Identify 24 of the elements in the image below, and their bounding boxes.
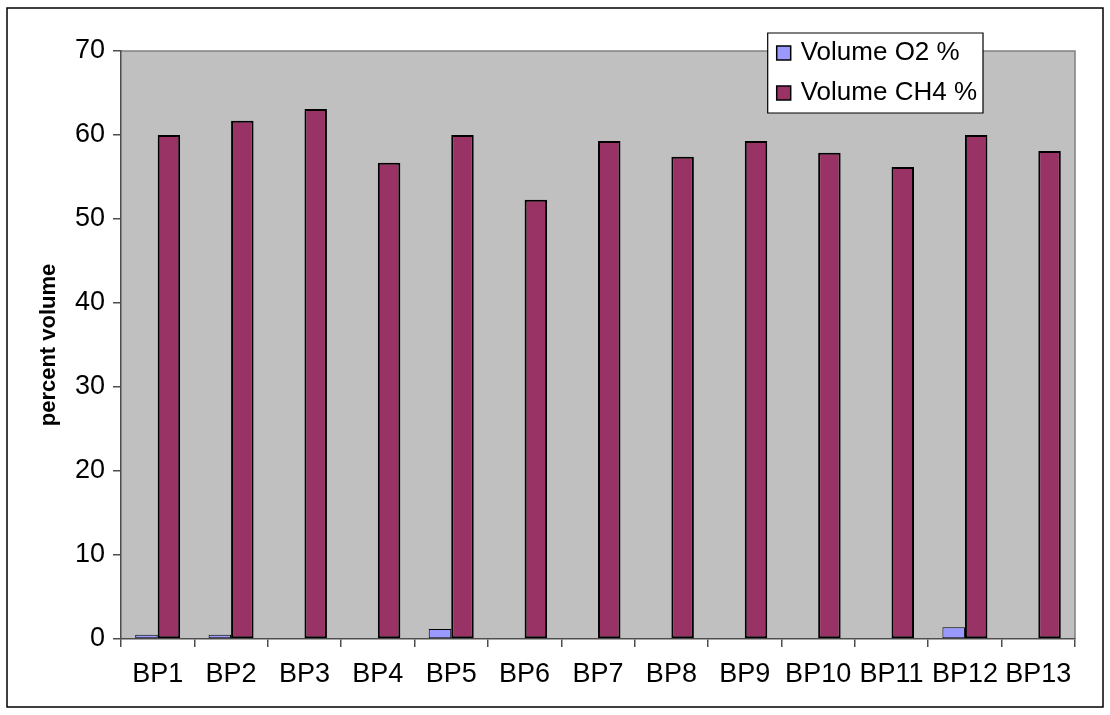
y-tick-label: 60 <box>74 118 105 149</box>
y-tick-label: 0 <box>89 622 105 653</box>
x-tick-label: BP2 <box>205 657 257 688</box>
x-tick-label: BP3 <box>278 657 330 688</box>
y-tick-label: 50 <box>74 202 105 233</box>
x-tick-label: BP1 <box>132 657 184 688</box>
legend-label: Volume O2 % <box>800 36 960 67</box>
x-tick-label: BP8 <box>645 657 697 688</box>
x-tick-label: BP7 <box>572 657 624 688</box>
y-tick-label: 40 <box>74 286 105 317</box>
x-tick-label: BP4 <box>352 657 404 688</box>
y-tick-label: 30 <box>74 370 105 401</box>
y-tick-label: 70 <box>74 34 105 65</box>
x-tick-label: BP12 <box>931 657 998 688</box>
y-axis-title: percent volume <box>35 263 61 427</box>
x-tick-label: BP10 <box>785 657 852 688</box>
legend-label: Volume CH4 % <box>800 76 978 107</box>
x-tick-label: BP13 <box>1005 657 1072 688</box>
x-tick-label: BP9 <box>719 657 771 688</box>
y-tick-label: 10 <box>74 538 105 569</box>
x-tick-label: BP6 <box>499 657 551 688</box>
x-tick-label: BP11 <box>859 657 924 688</box>
x-tick-label: BP5 <box>425 657 477 688</box>
y-tick-label: 20 <box>74 454 105 485</box>
